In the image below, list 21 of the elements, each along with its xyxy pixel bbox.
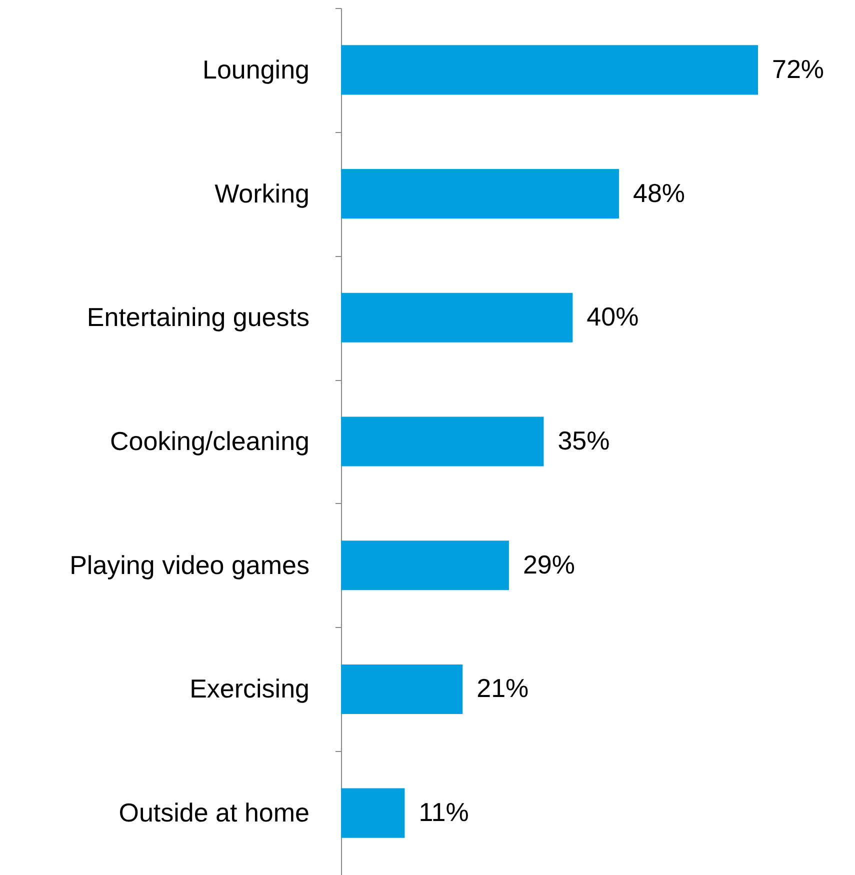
y-tick-label: Working <box>214 178 310 208</box>
data-label: 21% <box>476 673 529 704</box>
y-tick-label: Lounging <box>202 54 310 84</box>
data-label: 48% <box>633 178 686 208</box>
y-tick-label: Outside at home <box>118 798 310 828</box>
data-label: 40% <box>586 302 639 332</box>
data-label: 11% <box>418 797 469 828</box>
bar <box>341 45 758 95</box>
bar <box>341 664 463 714</box>
bar <box>341 416 544 466</box>
y-tick-label: Entertaining guests <box>86 302 310 332</box>
data-label: 35% <box>558 426 610 456</box>
y-tick-label: Cooking/cleaning <box>110 426 310 456</box>
bar <box>341 292 573 342</box>
data-label: 72% <box>772 54 824 84</box>
y-tick-label: Playing video games <box>70 550 310 580</box>
bar <box>341 169 619 219</box>
bar <box>341 540 509 590</box>
data-label: 29% <box>522 549 576 580</box>
bar <box>341 788 405 838</box>
y-tick-label: Exercising <box>190 674 310 704</box>
